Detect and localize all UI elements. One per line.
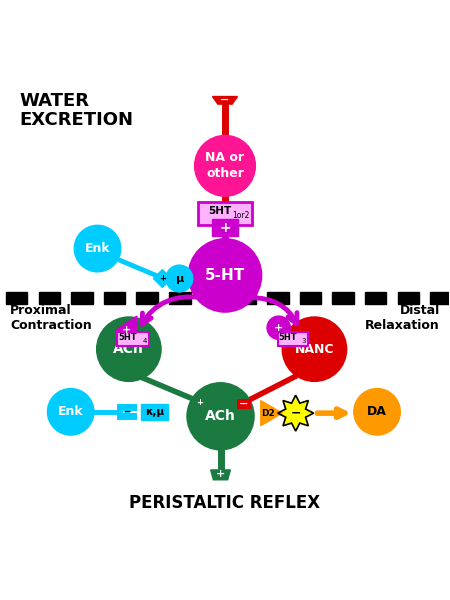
- Text: WATER
EXCRETION: WATER EXCRETION: [19, 92, 133, 130]
- Polygon shape: [365, 292, 387, 304]
- Polygon shape: [333, 292, 354, 304]
- Polygon shape: [190, 393, 209, 412]
- Circle shape: [187, 383, 254, 450]
- Polygon shape: [212, 97, 238, 104]
- Text: Enk: Enk: [58, 406, 84, 418]
- Text: Proximal
Contraction: Proximal Contraction: [10, 304, 92, 332]
- Text: PERISTALTIC REFLEX: PERISTALTIC REFLEX: [130, 494, 320, 512]
- Text: DA: DA: [367, 406, 387, 418]
- FancyBboxPatch shape: [141, 404, 168, 420]
- Text: −: −: [239, 399, 248, 409]
- Circle shape: [267, 316, 290, 340]
- Circle shape: [74, 226, 121, 272]
- Text: −: −: [290, 407, 301, 419]
- Polygon shape: [116, 316, 137, 345]
- Text: +: +: [159, 274, 166, 283]
- FancyBboxPatch shape: [278, 332, 308, 346]
- Text: −: −: [123, 407, 130, 416]
- Text: 3: 3: [302, 338, 306, 344]
- Circle shape: [97, 317, 161, 382]
- Polygon shape: [267, 292, 288, 304]
- Text: κ,μ: κ,μ: [145, 407, 164, 417]
- Polygon shape: [202, 292, 223, 304]
- Circle shape: [282, 317, 346, 382]
- Polygon shape: [39, 292, 60, 304]
- Text: +: +: [274, 323, 284, 333]
- Polygon shape: [71, 292, 93, 304]
- Text: 5HT: 5HT: [208, 206, 231, 217]
- Polygon shape: [169, 292, 190, 304]
- Circle shape: [194, 136, 256, 196]
- Polygon shape: [398, 292, 419, 304]
- Text: +: +: [122, 325, 131, 335]
- Polygon shape: [300, 292, 321, 304]
- Polygon shape: [278, 395, 314, 431]
- Text: 1or2: 1or2: [232, 211, 249, 220]
- Text: μ: μ: [176, 274, 184, 284]
- Text: 5-HT: 5-HT: [205, 268, 245, 283]
- FancyBboxPatch shape: [237, 399, 251, 409]
- Text: ACh: ACh: [113, 342, 144, 356]
- Text: NA or
other: NA or other: [206, 151, 244, 181]
- Polygon shape: [104, 292, 125, 304]
- Polygon shape: [261, 401, 282, 425]
- Circle shape: [354, 389, 400, 435]
- Text: Enk: Enk: [85, 242, 110, 255]
- FancyBboxPatch shape: [117, 332, 149, 346]
- Polygon shape: [234, 292, 256, 304]
- Text: 4: 4: [143, 338, 147, 344]
- Circle shape: [166, 265, 193, 292]
- Polygon shape: [211, 470, 230, 480]
- Text: ACh: ACh: [205, 409, 236, 423]
- Polygon shape: [430, 292, 450, 304]
- FancyBboxPatch shape: [212, 219, 238, 236]
- Text: +: +: [216, 469, 225, 479]
- Text: −: −: [220, 95, 230, 104]
- Text: D2: D2: [261, 409, 275, 418]
- Text: NANC: NANC: [295, 343, 334, 356]
- Text: 5HT: 5HT: [119, 332, 137, 341]
- Polygon shape: [136, 292, 158, 304]
- Text: 5HT: 5HT: [278, 332, 297, 341]
- Circle shape: [47, 389, 94, 435]
- Text: +: +: [219, 221, 231, 235]
- Polygon shape: [6, 292, 27, 304]
- FancyBboxPatch shape: [198, 202, 252, 225]
- Circle shape: [189, 239, 261, 312]
- Text: Distal
Relaxation: Distal Relaxation: [365, 304, 440, 332]
- Polygon shape: [153, 269, 171, 287]
- Text: +: +: [196, 398, 203, 407]
